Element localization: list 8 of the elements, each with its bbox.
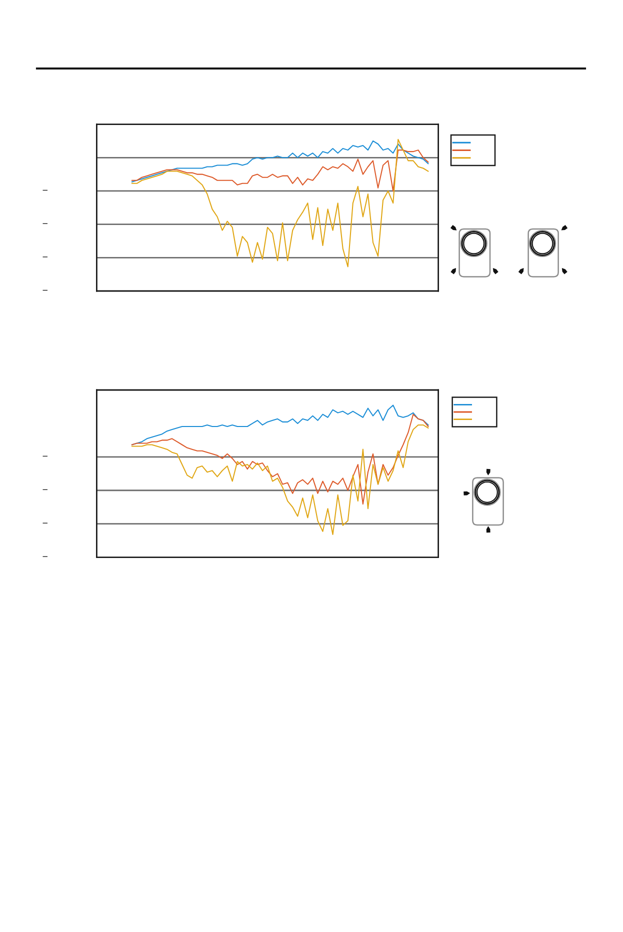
text: − (42, 522, 48, 524)
text: − (42, 256, 48, 258)
text: − (42, 290, 48, 291)
text: − (42, 556, 48, 557)
text: − (42, 223, 48, 224)
text: − (42, 190, 48, 191)
text: − (42, 489, 48, 490)
text: − (42, 456, 48, 457)
